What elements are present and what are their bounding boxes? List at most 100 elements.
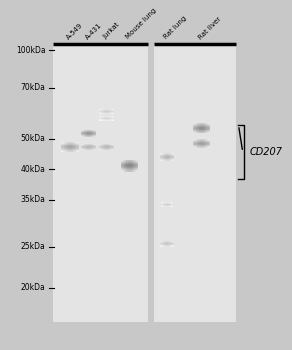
Text: Mouse lung: Mouse lung (125, 8, 158, 40)
Bar (63, 142, 64, 152)
Bar (167, 154, 168, 161)
Bar (166, 240, 167, 247)
Bar (113, 116, 114, 121)
Bar (91, 144, 92, 150)
Bar (126, 160, 127, 172)
Bar (133, 160, 134, 172)
Bar (171, 154, 172, 161)
Bar (106, 109, 107, 114)
Bar (195, 139, 196, 148)
Bar (121, 163, 138, 164)
Text: Rat lung: Rat lung (163, 15, 188, 40)
Bar (125, 160, 126, 172)
Text: 40kDa: 40kDa (21, 164, 46, 174)
Bar (168, 154, 169, 161)
Bar (93, 144, 94, 150)
Bar (206, 139, 207, 148)
Bar (104, 109, 105, 114)
Bar (164, 240, 165, 247)
Text: 100kDa: 100kDa (16, 46, 46, 55)
Bar (166, 154, 167, 161)
Text: 70kDa: 70kDa (21, 83, 46, 92)
Bar (197, 123, 198, 133)
Bar (102, 116, 103, 121)
Bar (165, 240, 166, 247)
Bar (89, 144, 90, 150)
Bar (100, 116, 101, 121)
Bar (122, 160, 123, 172)
Bar (92, 130, 93, 137)
Bar (160, 240, 161, 247)
Bar (95, 144, 96, 150)
Bar (89, 130, 90, 137)
Bar (206, 123, 207, 133)
Bar (124, 160, 125, 172)
Bar (106, 116, 107, 121)
Bar (199, 139, 200, 148)
Bar (136, 160, 137, 172)
Bar (85, 144, 86, 150)
Bar (123, 160, 124, 172)
Bar (121, 165, 138, 166)
Bar (101, 109, 102, 114)
Text: CD207: CD207 (250, 147, 283, 157)
Bar (209, 139, 210, 148)
Bar (104, 116, 105, 121)
Bar (135, 160, 136, 172)
Bar (121, 160, 138, 161)
Bar (110, 116, 111, 121)
Bar (111, 109, 112, 114)
Bar (62, 142, 63, 152)
Bar (75, 142, 76, 152)
Bar (84, 144, 85, 150)
Bar (164, 154, 165, 161)
Text: 35kDa: 35kDa (21, 195, 46, 204)
Bar (208, 139, 209, 148)
Bar (167, 202, 168, 207)
Bar (196, 139, 197, 148)
Text: 50kDa: 50kDa (21, 134, 46, 143)
Bar (132, 160, 133, 172)
Bar (163, 202, 164, 207)
Text: 20kDa: 20kDa (21, 283, 46, 292)
Bar (198, 123, 199, 133)
Bar (162, 202, 163, 207)
Bar (88, 130, 89, 137)
Bar (106, 144, 107, 150)
Bar (121, 164, 138, 165)
Bar (109, 144, 110, 150)
Bar (100, 144, 101, 150)
Bar (193, 139, 194, 148)
Bar (82, 130, 83, 137)
Bar (162, 154, 163, 161)
Bar (107, 109, 108, 114)
Bar (202, 139, 203, 148)
Bar (170, 202, 171, 207)
Bar (65, 142, 66, 152)
Bar (110, 109, 111, 114)
Bar (202, 123, 203, 133)
Bar (169, 202, 170, 207)
Bar (108, 144, 109, 150)
FancyBboxPatch shape (154, 44, 236, 322)
Bar (121, 166, 138, 167)
Bar (193, 123, 194, 133)
Bar (112, 116, 113, 121)
Bar (108, 116, 109, 121)
Bar (86, 144, 87, 150)
Text: Jurkat: Jurkat (102, 22, 121, 40)
Bar (121, 160, 122, 172)
Bar (103, 116, 104, 121)
Bar (165, 202, 166, 207)
Bar (195, 123, 196, 133)
Bar (131, 160, 132, 172)
Bar (74, 142, 75, 152)
Bar (61, 142, 62, 152)
Bar (112, 109, 113, 114)
Text: A-549: A-549 (66, 22, 84, 40)
Bar (198, 139, 199, 148)
Bar (112, 144, 113, 150)
Bar (81, 130, 82, 137)
Bar (127, 160, 128, 172)
Bar (101, 116, 102, 121)
